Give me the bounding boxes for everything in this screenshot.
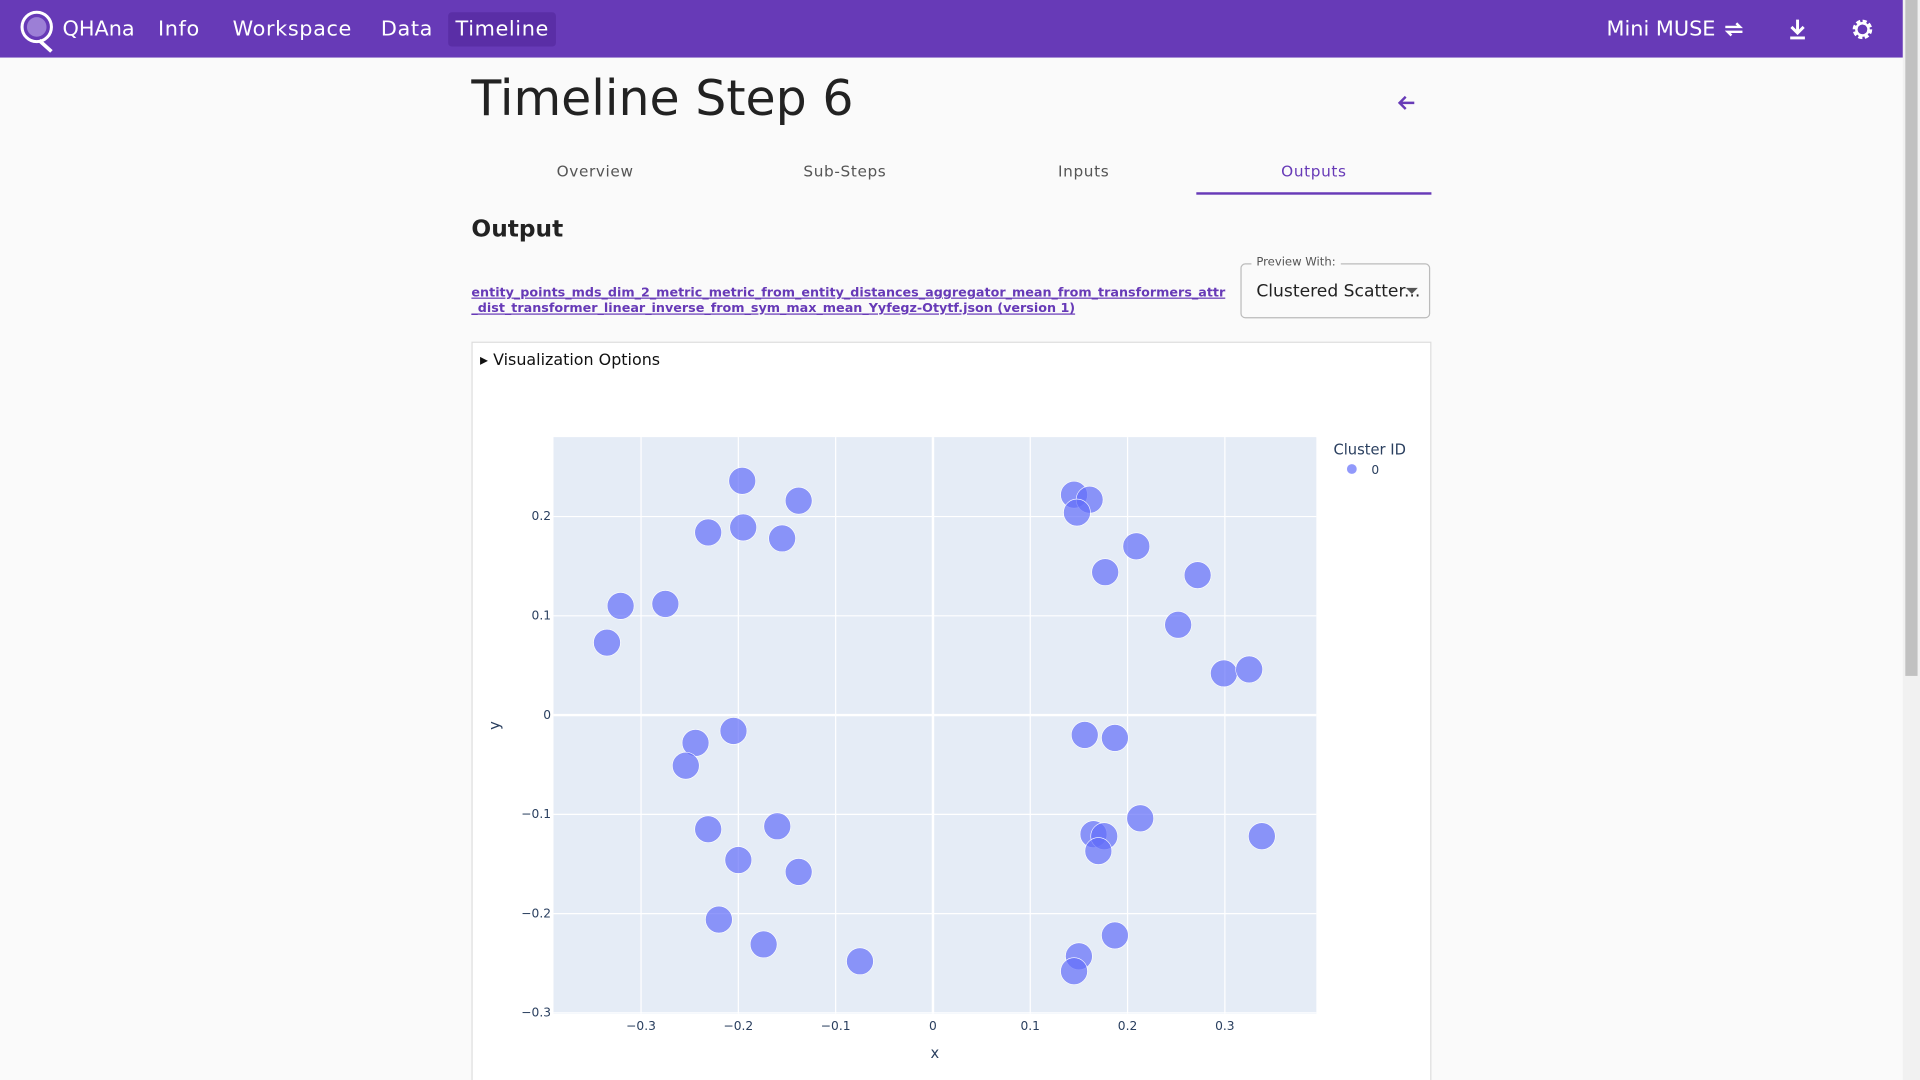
scatter-point — [1235, 655, 1263, 684]
plot-area — [553, 437, 1317, 1014]
select-label: Preview With: — [1251, 255, 1341, 270]
scroll-thumb[interactable] — [1905, 0, 1918, 676]
x-tick-label: 0 — [929, 1019, 937, 1033]
scatter-point — [593, 628, 621, 657]
preview-select[interactable]: Preview With: Clustered Scatter... — [1240, 255, 1431, 319]
nav-item[interactable]: Data — [380, 17, 433, 42]
scatter-point — [1164, 610, 1192, 639]
tab[interactable]: Sub-Steps — [803, 161, 887, 181]
y-tick-label: −0.2 — [521, 906, 551, 920]
scatter-point — [768, 524, 796, 553]
navbar: QHAna Info Workspace Data Timeline Mini MUS… — [0, 0, 1903, 58]
y-tick-label: 0.1 — [532, 608, 551, 622]
scatter-point — [1070, 721, 1099, 749]
y-tick-label: −0.1 — [521, 807, 551, 821]
page-title: Timeline Step 6 — [471, 71, 854, 128]
scatter-point — [784, 486, 813, 515]
y-axis-title: y — [487, 721, 504, 730]
scatter-point — [1063, 498, 1091, 527]
swap-icon[interactable] — [1722, 17, 1746, 41]
settings-icon[interactable] — [1849, 16, 1876, 43]
scatter-point — [784, 858, 813, 886]
logo[interactable] — [17, 6, 56, 53]
x-axis-title: x — [931, 1045, 940, 1062]
scatter-point — [719, 717, 748, 745]
scatter-point — [694, 518, 722, 547]
scatter-point — [1122, 532, 1151, 561]
x-tick-label: 0.2 — [1118, 1019, 1137, 1033]
file-link[interactable]: entity_points_mds_dim_2_metric_metric_fr… — [471, 285, 1226, 316]
scatter-point — [1126, 804, 1154, 833]
scatter-point — [606, 592, 635, 620]
brand[interactable]: QHAna — [62, 17, 135, 42]
y-tick-label: 0.2 — [532, 509, 551, 523]
chart: −0.3 −0.2 −0.1 0 0.1 0.2 0.3 −0.3 −0.2 −0.1 0 0.1 0.… — [487, 437, 1406, 1062]
scatter-point — [672, 751, 700, 780]
download-icon[interactable] — [1787, 17, 1809, 41]
scatter-point — [651, 590, 680, 618]
tab[interactable]: Inputs — [1058, 161, 1110, 181]
x-tick-label: 0.1 — [1021, 1019, 1040, 1033]
back-button[interactable] — [1396, 92, 1418, 114]
options-summary-text: Visualization Options — [493, 351, 661, 370]
scatter-point — [705, 905, 733, 934]
scatter-point — [729, 513, 757, 542]
scatter-point — [1101, 724, 1129, 752]
options-summary[interactable]: ▸ Visualization Options — [480, 351, 661, 370]
tab-indicator — [1196, 192, 1432, 195]
legend-label: 0 — [1371, 463, 1379, 477]
legend-marker — [1346, 464, 1357, 474]
tab[interactable]: Outputs — [1281, 161, 1347, 181]
nav-item[interactable]: Workspace — [232, 17, 352, 42]
scatter-point — [1101, 921, 1129, 950]
scatter-point — [1210, 659, 1238, 688]
scatter-point — [1091, 558, 1119, 586]
nav-item[interactable]: Info — [157, 17, 200, 42]
tab[interactable]: Overview — [556, 161, 634, 181]
y-tick-label: 0 — [543, 708, 551, 722]
dropdown-arrow — [1405, 287, 1418, 294]
scrollbar[interactable] — [1902, 0, 1920, 1080]
section-heading: Output — [471, 215, 564, 243]
x-tick-label: 0.3 — [1215, 1019, 1234, 1033]
scatter-point — [1183, 561, 1212, 589]
x-tick-label: −0.1 — [821, 1019, 851, 1033]
scatter-point — [749, 930, 778, 959]
scatter-point — [724, 846, 753, 874]
y-tick-label: −0.3 — [521, 1006, 551, 1020]
plugin-name[interactable]: Mini MUSE — [1606, 17, 1716, 42]
scatter-point — [1084, 837, 1113, 865]
x-tick-label: −0.3 — [626, 1019, 656, 1033]
scatter-point — [846, 947, 874, 976]
scatter-point — [728, 467, 757, 495]
scatter-point — [1060, 957, 1088, 985]
select-value: Clustered Scatter... — [1256, 281, 1421, 302]
x-tick-label: −0.2 — [723, 1019, 753, 1033]
scatter-point — [763, 812, 792, 841]
nav-item[interactable]: Timeline — [448, 12, 557, 47]
scatter-point — [1248, 822, 1276, 850]
legend-title: Cluster ID — [1333, 441, 1405, 458]
scatter-point — [694, 815, 722, 844]
